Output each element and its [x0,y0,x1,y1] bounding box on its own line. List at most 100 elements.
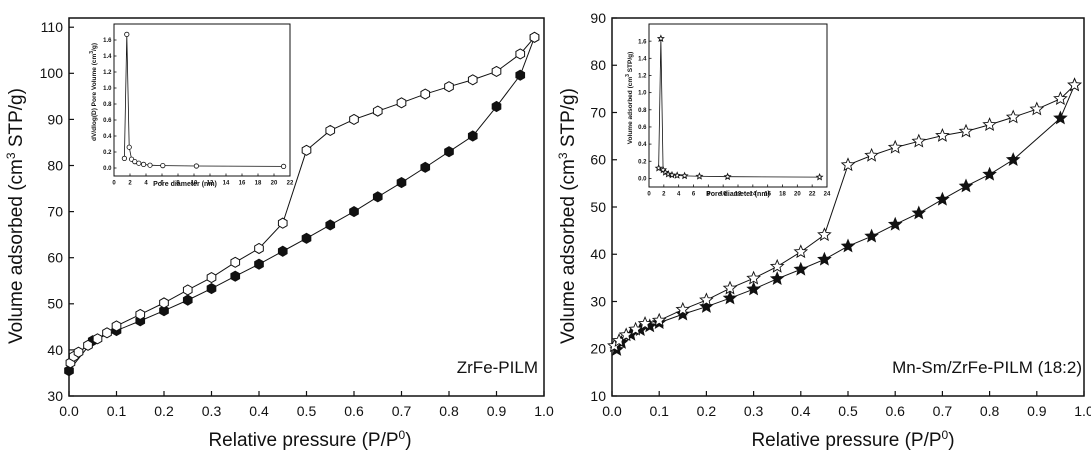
right-series-adsorption [609,77,1082,356]
left-series-adsorption-point [515,69,526,81]
left-series-desorption-point [254,242,264,255]
left-y-axis-label-sup: 3 [4,152,18,159]
left-series-desorption-point [102,327,112,339]
left-inset-series [121,31,287,169]
left-inset-axes: 0 2 4 6 8 10 12 14 16 18 20 22 0.0 0.2 0.4 0.6 0.8 1.0 1.2… [103,38,294,186]
left-series-adsorption-point [372,191,383,203]
right-series-desorption-point [911,133,927,148]
right-inset-y-label-pre: Volume adsorbed (cm [627,77,634,145]
left-series-desorption-point [396,97,407,109]
left-inset-x-tick-label: 20 [271,181,278,187]
left-inset-series-point [193,163,199,169]
left-x-tick-label: 0.3 [202,403,222,419]
right-series-desorption-point [958,123,974,138]
left-series-desorption-point [529,31,540,43]
right-inset-series-point [673,171,682,179]
left-inset-series-point [121,155,128,161]
left-inset-y-label: dV/dlog(D) Pore Volume (cm3/g) [89,43,98,141]
left-series-desorption-point [301,144,312,156]
right-x-tick-label: 0.4 [791,403,811,419]
right-x-tick-label: 1.0 [1074,403,1091,419]
left-x-tick-label: 0.7 [392,403,412,419]
left-series-desorption [65,31,540,369]
left-series-adsorption-point [444,146,454,158]
right-y-tick-label: 60 [590,152,606,168]
right-x-axis-label-end: ) [948,430,954,451]
left-series-adsorption-point [64,365,74,377]
right-inset-y-label: Volume adsorbed (cm3 STP/g) [625,52,634,145]
right-inset-y-tick-label: 0.2 [638,159,647,165]
right-series-adsorption-point [911,205,927,220]
left-y-tick-label: 40 [47,342,63,358]
left-inset-x-tick-label: 2 [128,181,132,187]
right-series-desorption-point [840,157,856,172]
right-series-desorption-point [1067,77,1082,92]
left-series-desorption-point [230,256,241,268]
right-x-tick-label: 0.3 [744,403,764,419]
right-series-adsorption-point [958,178,974,193]
right-inset-y-tick-label: 0.0 [638,177,647,183]
left-inset-y-label-post: /g) [91,43,98,51]
right-x-axis-label-pre: Relative pressure (P/P [751,430,941,451]
left-x-tick-label: 0.4 [249,403,269,419]
right-series-adsorption-point [982,166,997,181]
right-series-adsorption-point [769,271,785,286]
right-inset-x-tick-label: 16 [764,192,771,198]
right-inset-x-tick-label: 10 [720,192,727,198]
left-series-desorption-point [372,105,383,117]
right-inset-axes: 0 2 4 6 8 10 12 14 16 18 20 22 240.00.20.40.60.81.01… [638,39,831,197]
right-y-axis-label-sup: 3 [556,152,570,159]
right-series-desorption-point [864,147,879,162]
left-inset-series-point [126,144,132,150]
left-x-tick-label: 0.1 [107,403,127,419]
left-series-desorption-point [92,333,103,345]
left-series-adsorption-point [230,270,241,282]
right-series-adsorption-point [840,238,856,253]
left-x-axis-label-end: ) [405,430,411,451]
left-inset-x-tick-label: 16 [239,181,246,187]
right-y-tick-label: 80 [590,57,606,73]
left-series-adsorption-point [349,206,359,218]
left-inset-y-tick-label: 0.8 [103,102,112,108]
left-series-desorption-point [467,74,478,86]
left-inset-y-tick-label: 0.2 [103,150,112,156]
right-axes: 0.0 0.1 0.2 0.3 0.4 0.5 0.6 0.7 0.8 0.9 1.01020304… [590,10,1091,419]
left-x-tick-label: 0.2 [154,403,174,419]
right-inset-x-tick-label: 22 [809,192,816,198]
right-y-tick-label: 40 [590,246,606,262]
right-series-adsorption-point [722,290,738,305]
right-inset-x-tick-label: 14 [749,192,756,198]
left-inset-y-tick-label: 0.6 [103,118,112,124]
right-series-desorption-point [722,280,738,295]
right-x-tick-label: 0.2 [697,403,717,419]
left-series-desorption-point [111,320,122,332]
right-inset-x-tick-label: 0 [647,192,651,198]
right-annotation: Mn-Sm/ZrFe-PILM (18:2) [892,358,1082,377]
left-series-adsorption-point [396,176,407,189]
right-series-desorption-point [769,258,785,273]
left-series-desorption-point [83,339,93,351]
left-series-desorption-point [349,113,359,125]
right-inset-x-tick-label: 20 [794,192,801,198]
left-series-adsorption-point [325,219,336,231]
left-y-tick-label: 90 [47,111,63,127]
right-series-adsorption-point [817,251,832,266]
right-y-axis-label: Volume adsorbed (cm3 STP/g) [556,88,579,344]
left-series-desorption-point [325,124,336,137]
right-inset-y-tick-label: 1.6 [638,39,647,45]
left-y-tick-label: 60 [47,250,63,266]
left-x-tick-label: 0.6 [344,403,364,419]
left-inset-series-point [147,162,153,168]
left-series-desorption-point [182,284,193,296]
left-series-adsorption-point [159,305,169,317]
right-y-tick-label: 70 [590,104,606,120]
right-series-desorption-point [1005,109,1021,124]
right-series-desorption-point [699,292,714,307]
left-series-desorption-point [491,65,502,78]
left-inset-labels: Pore diameter (nm) dV/dlog(D) Pore Volum… [89,43,217,188]
left-series-adsorption-point [277,245,288,257]
right-inset-y-tick-label: 0.4 [638,142,647,148]
left-x-tick-label: 0.0 [59,403,79,419]
right-x-axis-label-sup: 0 [942,428,949,442]
